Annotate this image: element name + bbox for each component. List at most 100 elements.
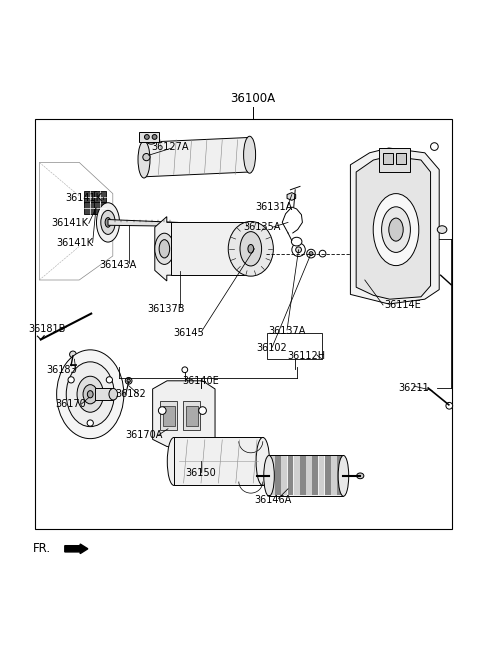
Bar bbox=[35, 119, 452, 529]
Bar bbox=[95, 388, 113, 400]
Bar bbox=[275, 457, 281, 495]
Ellipse shape bbox=[296, 247, 301, 253]
Ellipse shape bbox=[244, 136, 256, 173]
Ellipse shape bbox=[256, 438, 270, 485]
Polygon shape bbox=[350, 148, 439, 304]
Polygon shape bbox=[153, 380, 215, 447]
Ellipse shape bbox=[309, 252, 313, 256]
Ellipse shape bbox=[66, 362, 114, 426]
FancyArrow shape bbox=[65, 544, 88, 554]
Text: 36170A: 36170A bbox=[125, 430, 163, 440]
Bar bbox=[300, 457, 306, 495]
Ellipse shape bbox=[389, 218, 403, 241]
Ellipse shape bbox=[83, 384, 97, 404]
Ellipse shape bbox=[101, 211, 115, 234]
Ellipse shape bbox=[373, 194, 419, 266]
Ellipse shape bbox=[158, 407, 166, 415]
Text: 36145: 36145 bbox=[173, 328, 204, 338]
Ellipse shape bbox=[182, 367, 188, 373]
Bar bbox=[94, 191, 106, 203]
Ellipse shape bbox=[240, 232, 262, 266]
Bar bbox=[171, 222, 245, 276]
Bar bbox=[312, 457, 318, 495]
Ellipse shape bbox=[307, 249, 315, 258]
Polygon shape bbox=[155, 216, 172, 281]
Text: 36170: 36170 bbox=[56, 399, 86, 409]
Ellipse shape bbox=[446, 402, 453, 409]
Ellipse shape bbox=[168, 438, 181, 485]
Text: 36140E: 36140E bbox=[182, 376, 219, 386]
Ellipse shape bbox=[96, 203, 120, 242]
Text: 36137B: 36137B bbox=[147, 304, 184, 314]
Text: 36135A: 36135A bbox=[243, 222, 280, 232]
Bar bbox=[337, 457, 343, 495]
Bar bbox=[139, 132, 159, 142]
Ellipse shape bbox=[106, 377, 112, 383]
Bar bbox=[325, 457, 331, 495]
Ellipse shape bbox=[228, 222, 273, 276]
Bar bbox=[163, 406, 175, 426]
Polygon shape bbox=[144, 138, 250, 177]
Bar bbox=[84, 202, 96, 215]
Ellipse shape bbox=[291, 237, 302, 246]
Ellipse shape bbox=[68, 377, 74, 383]
Bar bbox=[281, 457, 287, 495]
Ellipse shape bbox=[143, 154, 150, 161]
Bar bbox=[267, 333, 322, 359]
Ellipse shape bbox=[144, 134, 149, 139]
Text: 36137A: 36137A bbox=[268, 327, 306, 337]
Ellipse shape bbox=[155, 233, 174, 264]
Ellipse shape bbox=[152, 134, 157, 139]
Bar bbox=[84, 191, 96, 203]
Text: 36182: 36182 bbox=[115, 389, 146, 400]
Polygon shape bbox=[178, 222, 190, 225]
Bar bbox=[183, 401, 200, 430]
Ellipse shape bbox=[292, 243, 305, 256]
Ellipse shape bbox=[77, 377, 104, 412]
Text: 36127A: 36127A bbox=[152, 142, 189, 152]
Text: 36141K: 36141K bbox=[65, 194, 103, 203]
Text: 36211: 36211 bbox=[398, 383, 429, 393]
Bar bbox=[160, 401, 177, 430]
Ellipse shape bbox=[146, 136, 156, 144]
Ellipse shape bbox=[199, 407, 206, 415]
Ellipse shape bbox=[264, 455, 275, 496]
Ellipse shape bbox=[138, 141, 150, 178]
Text: 36150: 36150 bbox=[185, 468, 216, 478]
Bar bbox=[174, 438, 263, 485]
Bar bbox=[269, 455, 344, 496]
Ellipse shape bbox=[127, 379, 131, 382]
Text: 36141K: 36141K bbox=[56, 237, 93, 247]
Ellipse shape bbox=[357, 473, 364, 479]
Ellipse shape bbox=[57, 350, 124, 439]
Ellipse shape bbox=[87, 420, 93, 426]
Bar bbox=[319, 457, 324, 495]
Text: 36131A: 36131A bbox=[255, 201, 292, 211]
Ellipse shape bbox=[319, 250, 326, 257]
Ellipse shape bbox=[125, 377, 132, 384]
Bar bbox=[288, 457, 293, 495]
Bar bbox=[383, 154, 393, 164]
Text: 36146A: 36146A bbox=[254, 495, 291, 505]
Bar bbox=[331, 457, 337, 495]
Text: 36112H: 36112H bbox=[287, 352, 325, 361]
Text: 36183: 36183 bbox=[46, 365, 77, 375]
Ellipse shape bbox=[338, 455, 348, 496]
Bar bbox=[94, 202, 106, 215]
Polygon shape bbox=[356, 156, 431, 299]
Ellipse shape bbox=[159, 239, 169, 258]
Text: 36102: 36102 bbox=[257, 343, 288, 353]
Text: 36143A: 36143A bbox=[99, 260, 136, 270]
Ellipse shape bbox=[382, 207, 410, 253]
Ellipse shape bbox=[87, 390, 93, 398]
Text: 36181B: 36181B bbox=[28, 324, 66, 334]
Ellipse shape bbox=[70, 351, 76, 358]
Bar bbox=[379, 148, 410, 172]
Bar bbox=[186, 406, 198, 426]
Polygon shape bbox=[287, 193, 296, 200]
Bar bbox=[269, 457, 275, 495]
Ellipse shape bbox=[431, 143, 438, 150]
Ellipse shape bbox=[437, 226, 447, 234]
Bar bbox=[396, 154, 406, 164]
Ellipse shape bbox=[248, 245, 253, 253]
